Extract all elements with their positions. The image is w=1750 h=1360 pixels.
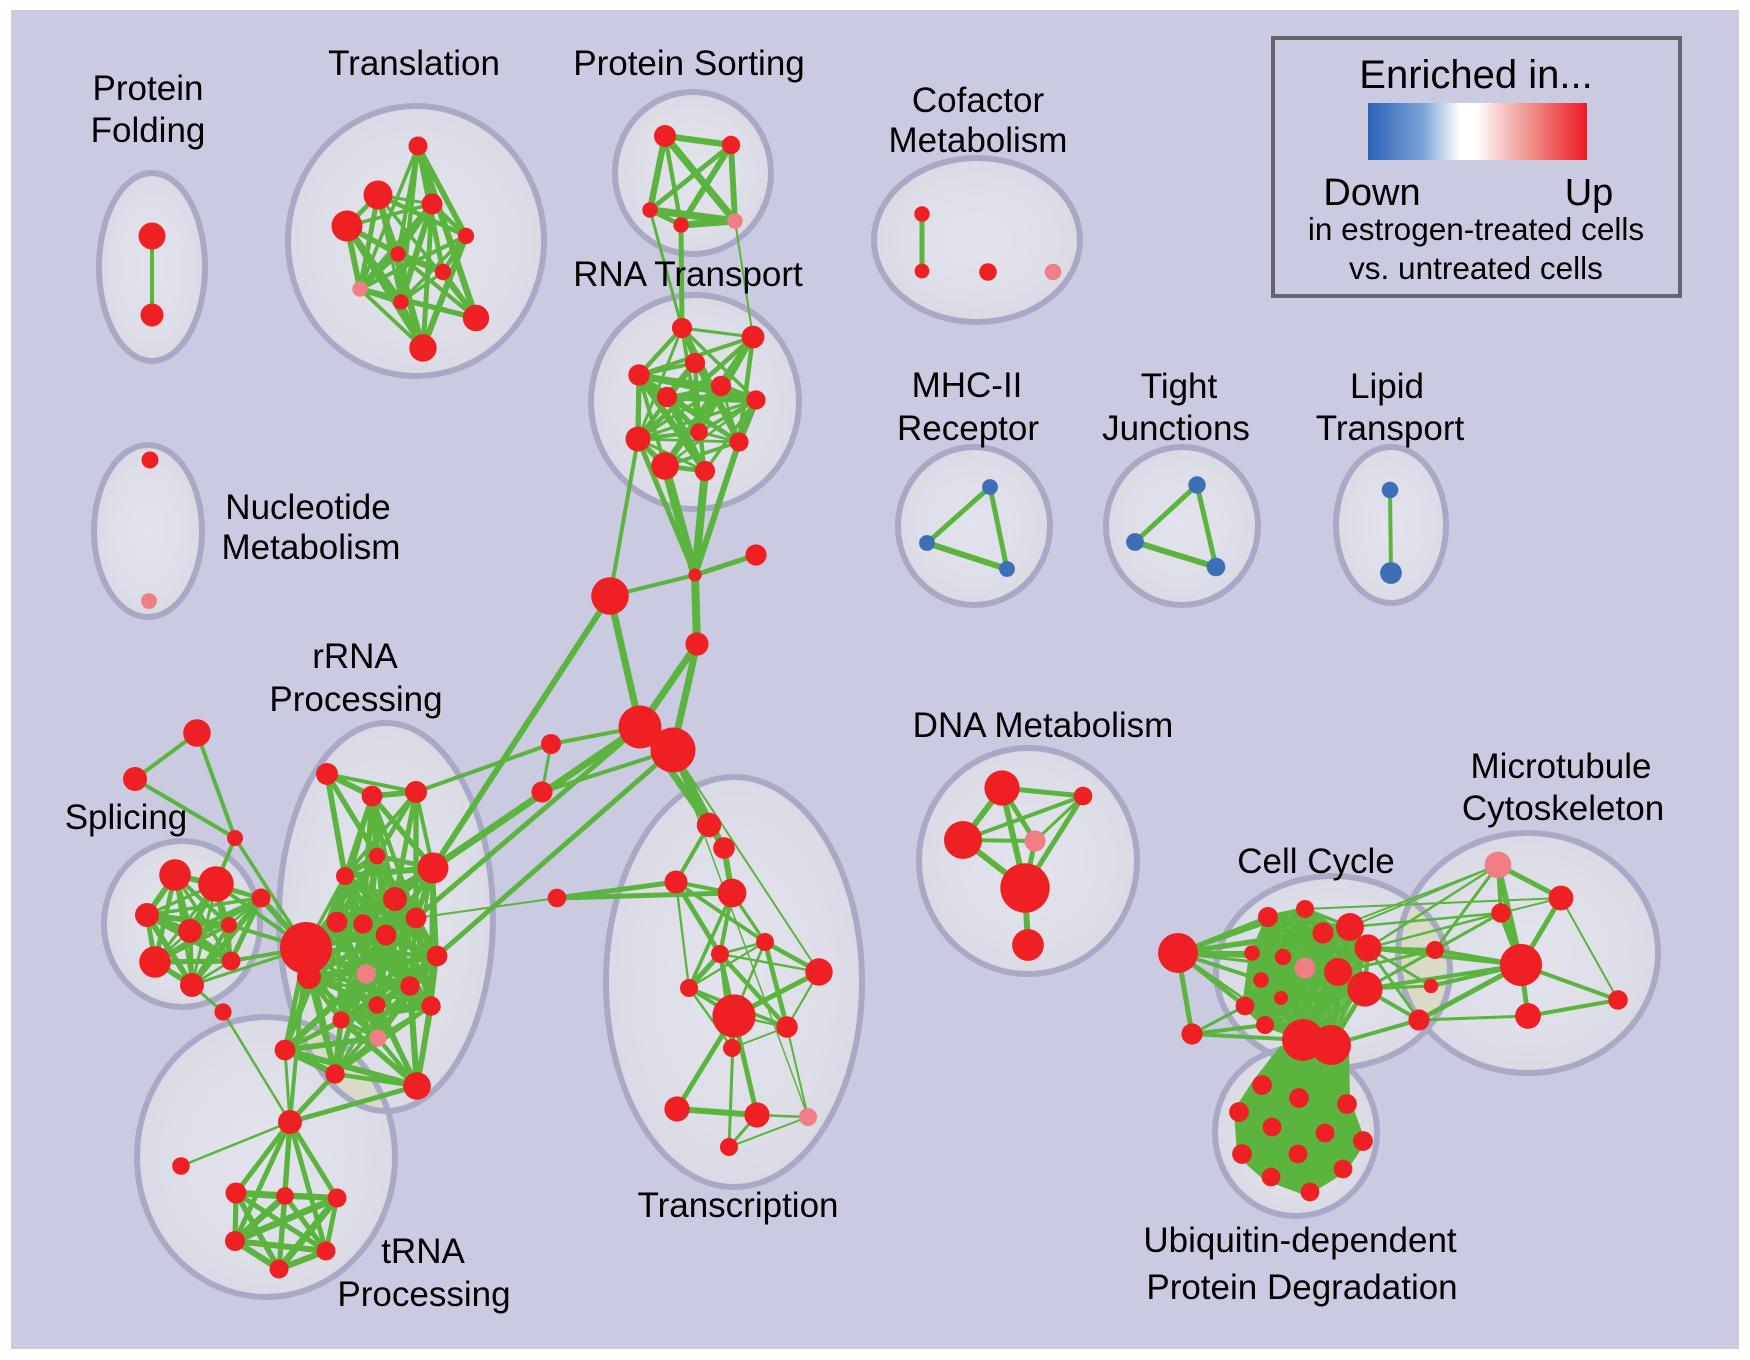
svg-text:Splicing: Splicing (65, 798, 188, 837)
svg-text:vs. untreated cells: vs. untreated cells (1349, 250, 1603, 286)
svg-text:Translation: Translation (328, 44, 500, 83)
svg-text:Cytoskeleton: Cytoskeleton (1462, 789, 1664, 828)
svg-text:Nucleotide: Nucleotide (225, 488, 390, 527)
svg-text:RNA Transport: RNA Transport (573, 255, 803, 294)
svg-text:tRNA: tRNA (381, 1232, 465, 1271)
svg-text:Enriched in...: Enriched in... (1359, 53, 1592, 97)
svg-text:in estrogen-treated cells: in estrogen-treated cells (1308, 211, 1644, 247)
svg-text:Protein Sorting: Protein Sorting (573, 44, 805, 83)
svg-text:Cofactor: Cofactor (912, 81, 1045, 120)
svg-text:Metabolism: Metabolism (889, 121, 1068, 160)
svg-text:Protein Degradation: Protein Degradation (1146, 1268, 1457, 1307)
svg-text:Cell Cycle: Cell Cycle (1237, 842, 1395, 881)
svg-text:Metabolism: Metabolism (222, 528, 401, 567)
svg-text:Receptor: Receptor (897, 409, 1039, 448)
svg-text:Ubiquitin-dependent: Ubiquitin-dependent (1143, 1221, 1457, 1260)
svg-text:Protein: Protein (93, 69, 204, 108)
svg-text:Down: Down (1323, 172, 1420, 214)
svg-text:Up: Up (1565, 172, 1614, 214)
svg-text:Processing: Processing (337, 1275, 510, 1314)
svg-text:Transcription: Transcription (638, 1186, 839, 1225)
svg-text:Folding: Folding (91, 111, 206, 150)
svg-text:rRNA: rRNA (312, 637, 398, 676)
svg-text:DNA Metabolism: DNA Metabolism (913, 706, 1174, 745)
svg-text:Microtubule: Microtubule (1471, 747, 1652, 786)
svg-text:Tight: Tight (1141, 367, 1218, 406)
svg-text:Junctions: Junctions (1102, 409, 1250, 448)
svg-text:Processing: Processing (269, 680, 442, 719)
svg-text:MHC-II: MHC-II (912, 366, 1023, 405)
svg-text:Transport: Transport (1316, 409, 1465, 448)
svg-text:Lipid: Lipid (1350, 367, 1424, 406)
